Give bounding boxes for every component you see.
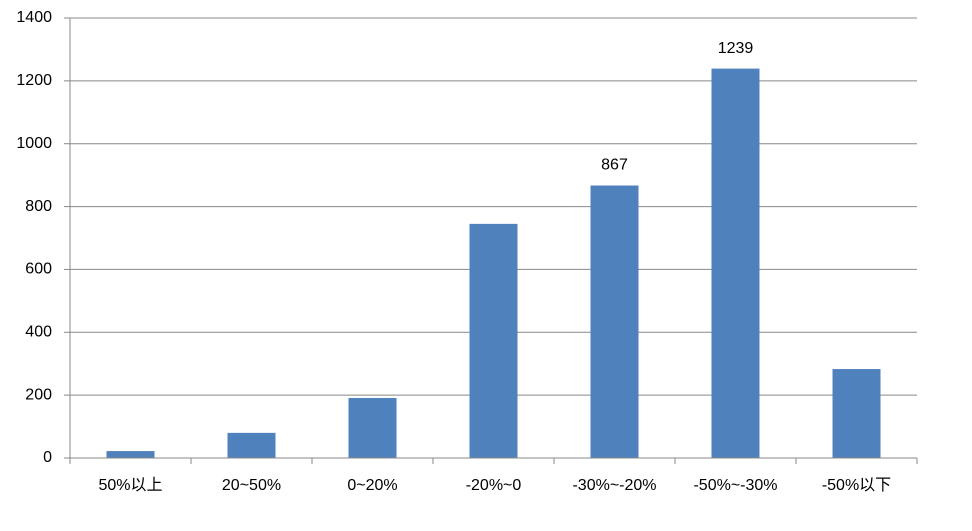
x-tick-label: 20~50%	[222, 477, 281, 494]
bar	[590, 185, 639, 458]
y-tick-label: 600	[25, 261, 52, 278]
y-tick-label: 800	[25, 198, 52, 215]
x-tick-label: 50%以上	[98, 476, 162, 494]
y-tick-label: 1000	[16, 135, 52, 152]
bar	[348, 397, 397, 458]
y-tick-label: 1200	[16, 72, 52, 89]
y-tick-label: 0	[43, 449, 52, 466]
x-tick-label: 0~20%	[347, 477, 397, 494]
x-tick-label: -50%~-30%	[693, 477, 777, 494]
y-tick-label: 1400	[16, 9, 52, 26]
y-tick-label: 200	[25, 386, 52, 403]
bar	[832, 369, 881, 458]
x-tick-label: -30%~-20%	[572, 477, 656, 494]
x-tick-label: -20%~0	[466, 477, 522, 494]
data-label: 867	[601, 157, 628, 174]
x-tick-label: -50%以下	[822, 477, 891, 494]
bar	[227, 432, 276, 458]
y-tick-label: 400	[25, 324, 52, 341]
data-label: 1239	[718, 40, 754, 57]
bar	[711, 68, 760, 458]
bar	[469, 223, 518, 458]
bar	[106, 451, 155, 458]
